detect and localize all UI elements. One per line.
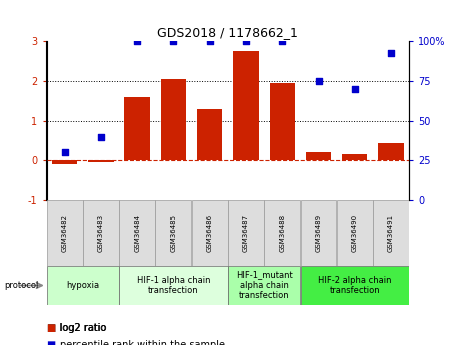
Text: log2 ratio: log2 ratio bbox=[60, 323, 106, 333]
Text: HIF-2 alpha chain
transfection: HIF-2 alpha chain transfection bbox=[318, 276, 392, 295]
Bar bbox=[119, 200, 155, 266]
Bar bbox=[197, 109, 222, 160]
Bar bbox=[228, 200, 264, 266]
Bar bbox=[119, 266, 228, 305]
Point bbox=[387, 50, 395, 55]
Bar bbox=[342, 155, 367, 160]
Bar bbox=[306, 152, 331, 160]
Point bbox=[61, 150, 68, 155]
Text: HIF-1 alpha chain
transfection: HIF-1 alpha chain transfection bbox=[137, 276, 210, 295]
Text: GSM36486: GSM36486 bbox=[207, 214, 213, 252]
Bar bbox=[270, 83, 295, 160]
Point bbox=[315, 78, 322, 84]
Bar bbox=[46, 200, 83, 266]
Text: GSM36483: GSM36483 bbox=[98, 214, 104, 252]
Bar bbox=[300, 266, 409, 305]
Text: GSM36491: GSM36491 bbox=[388, 214, 394, 252]
Point bbox=[351, 86, 359, 92]
Bar bbox=[88, 160, 113, 162]
Text: hypoxia: hypoxia bbox=[66, 281, 100, 290]
Point bbox=[170, 39, 177, 44]
Bar bbox=[125, 97, 150, 160]
Text: GSM36488: GSM36488 bbox=[279, 214, 285, 252]
Text: ■ log2 ratio: ■ log2 ratio bbox=[46, 323, 106, 333]
Bar bbox=[337, 200, 373, 266]
Bar bbox=[83, 200, 119, 266]
Text: GSM36484: GSM36484 bbox=[134, 214, 140, 252]
Bar bbox=[264, 200, 300, 266]
Text: HIF-1_mutant
alpha chain
transfection: HIF-1_mutant alpha chain transfection bbox=[236, 270, 292, 300]
Bar bbox=[300, 200, 337, 266]
Text: protocol: protocol bbox=[5, 281, 39, 290]
Text: GSM36490: GSM36490 bbox=[352, 214, 358, 252]
Text: GSM36485: GSM36485 bbox=[171, 214, 176, 252]
Text: GSM36487: GSM36487 bbox=[243, 214, 249, 252]
Bar bbox=[192, 200, 228, 266]
Point bbox=[97, 134, 105, 139]
Bar bbox=[233, 51, 259, 160]
Title: GDS2018 / 1178662_1: GDS2018 / 1178662_1 bbox=[158, 26, 298, 39]
Bar bbox=[155, 200, 192, 266]
Text: ■: ■ bbox=[46, 340, 56, 345]
Bar bbox=[161, 79, 186, 160]
Bar bbox=[373, 200, 409, 266]
Point bbox=[206, 39, 213, 44]
Text: ■: ■ bbox=[46, 323, 56, 333]
Text: GSM36489: GSM36489 bbox=[316, 214, 321, 252]
Point bbox=[133, 39, 141, 44]
Bar bbox=[52, 160, 77, 164]
Bar bbox=[46, 266, 119, 305]
Text: percentile rank within the sample: percentile rank within the sample bbox=[60, 340, 225, 345]
Bar bbox=[379, 142, 404, 160]
Text: GSM36482: GSM36482 bbox=[62, 214, 67, 252]
Point bbox=[279, 39, 286, 44]
Bar bbox=[228, 266, 300, 305]
Point bbox=[242, 39, 250, 44]
